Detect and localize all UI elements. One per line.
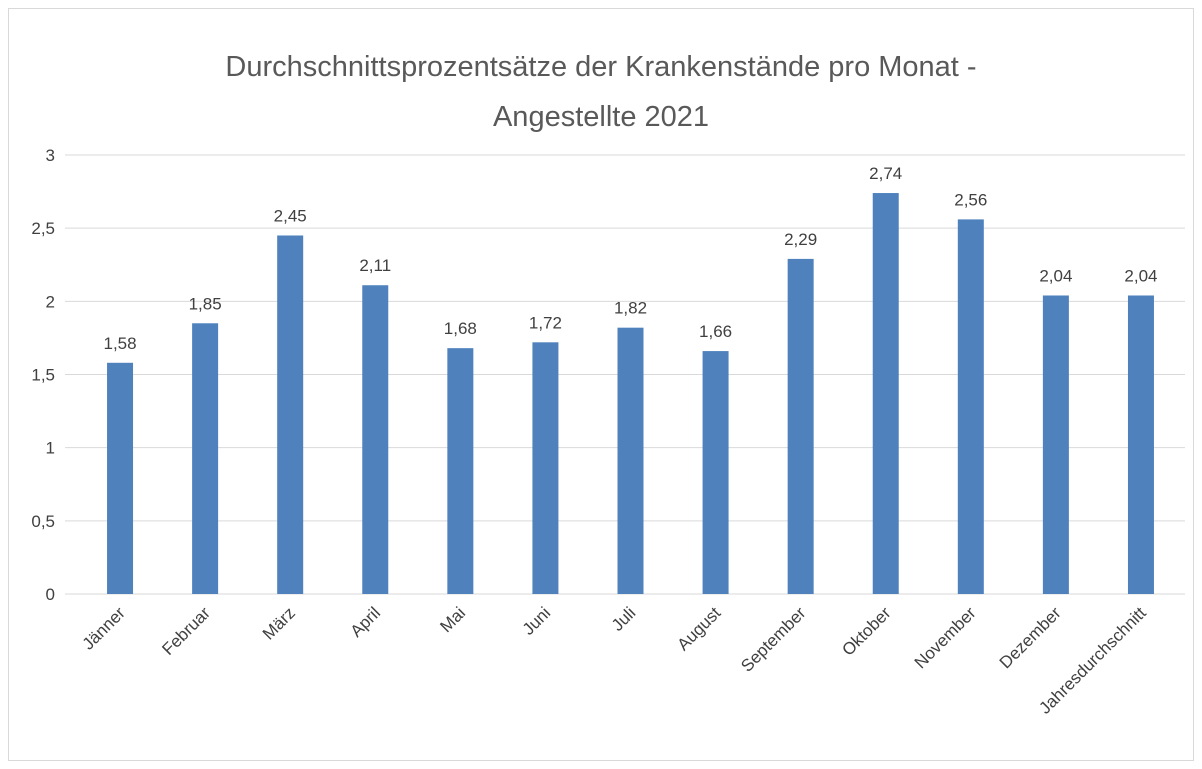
data-label: 2,29 xyxy=(784,230,817,249)
data-label: 2,11 xyxy=(359,256,391,275)
data-label: 1,72 xyxy=(529,313,562,332)
bar xyxy=(1042,295,1069,594)
bar xyxy=(362,285,389,594)
data-label: 2,45 xyxy=(274,206,307,225)
bar xyxy=(957,219,984,595)
data-label: 1,85 xyxy=(189,294,222,313)
data-label: 2,56 xyxy=(954,190,987,209)
chart-title: Durchschnittsprozentsätze der Krankenstä… xyxy=(225,51,977,133)
data-label: 1,66 xyxy=(699,322,732,341)
bar xyxy=(787,258,814,594)
y-tick-label: 1,5 xyxy=(31,366,55,385)
bar xyxy=(277,235,304,594)
bar xyxy=(192,323,219,594)
bar xyxy=(702,351,729,594)
bar xyxy=(872,193,899,594)
bar xyxy=(617,327,644,594)
y-tick-label: 2,5 xyxy=(31,219,55,238)
data-label: 2,74 xyxy=(869,164,902,183)
y-tick-label: 2 xyxy=(46,292,55,311)
y-tick-label: 3 xyxy=(46,146,55,165)
data-label: 1,68 xyxy=(444,319,477,338)
bar xyxy=(1127,295,1154,594)
data-label: 2,04 xyxy=(1124,266,1157,285)
y-tick-label: 1 xyxy=(46,439,55,458)
y-tick-label: 0,5 xyxy=(31,512,55,531)
data-label: 1,58 xyxy=(103,334,136,353)
bar xyxy=(447,348,474,594)
bar xyxy=(532,342,559,594)
data-label: 1,82 xyxy=(614,299,647,318)
bar xyxy=(107,362,134,594)
data-label: 2,04 xyxy=(1039,266,1072,285)
y-tick-label: 0 xyxy=(46,585,55,604)
